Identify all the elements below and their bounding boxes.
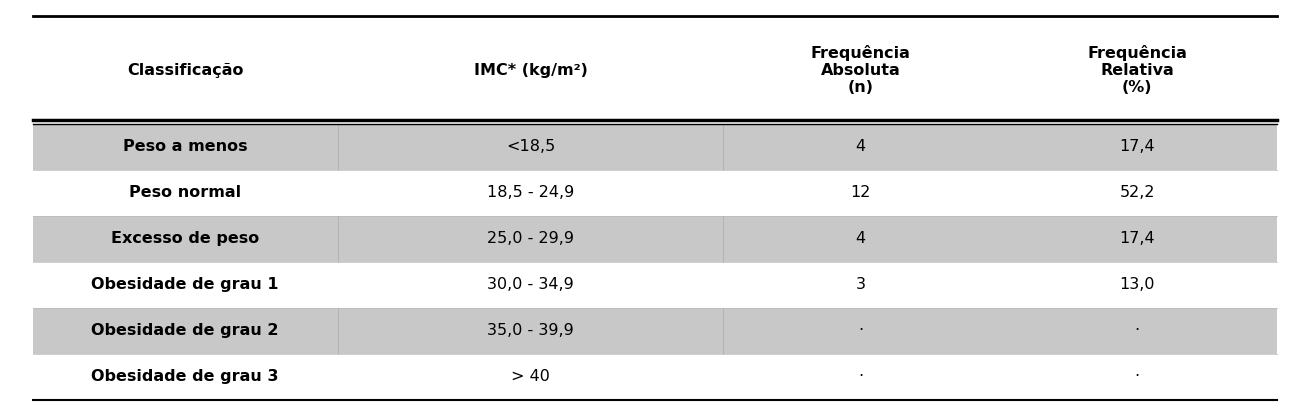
Text: Excesso de peso: Excesso de peso	[111, 231, 259, 246]
Bar	[33, 216, 1277, 262]
Text: 18,5 - 24,9: 18,5 - 24,9	[487, 185, 574, 200]
Bar	[33, 262, 1277, 308]
Text: Peso a menos: Peso a menos	[123, 139, 248, 154]
Text: 35,0 - 39,9: 35,0 - 39,9	[487, 323, 574, 338]
Text: Obesidade de grau 1: Obesidade de grau 1	[92, 277, 279, 292]
Text: Obesidade de grau 2: Obesidade de grau 2	[92, 323, 279, 338]
Text: Obesidade de grau 3: Obesidade de grau 3	[92, 369, 279, 384]
Bar	[33, 354, 1277, 400]
Text: > 40: > 40	[511, 369, 550, 384]
Text: 25,0 - 29,9: 25,0 - 29,9	[487, 231, 574, 246]
Text: 30,0 - 34,9: 30,0 - 34,9	[487, 277, 574, 292]
Bar	[33, 124, 1277, 170]
Text: 17,4: 17,4	[1120, 231, 1155, 246]
Text: ·: ·	[858, 369, 863, 384]
Text: IMC* (kg/m²): IMC* (kg/m²)	[474, 62, 587, 78]
Text: 4: 4	[855, 139, 866, 154]
Bar	[33, 308, 1277, 354]
Text: 13,0: 13,0	[1120, 277, 1155, 292]
Text: 17,4: 17,4	[1120, 139, 1155, 154]
Text: Classificação: Classificação	[127, 62, 244, 78]
Text: ·: ·	[1134, 323, 1140, 338]
Bar	[33, 16, 1277, 124]
Text: 3: 3	[855, 277, 866, 292]
Bar	[33, 170, 1277, 216]
Text: Peso normal: Peso normal	[130, 185, 241, 200]
Text: ·: ·	[1134, 369, 1140, 384]
Text: 12: 12	[850, 185, 871, 200]
Text: Frequência
Relativa
(%): Frequência Relativa (%)	[1087, 44, 1187, 95]
Text: Frequência
Absoluta
(n): Frequência Absoluta (n)	[811, 44, 910, 95]
Text: <18,5: <18,5	[506, 139, 555, 154]
Text: 4: 4	[855, 231, 866, 246]
Text: 52,2: 52,2	[1120, 185, 1155, 200]
Text: ·: ·	[858, 323, 863, 338]
